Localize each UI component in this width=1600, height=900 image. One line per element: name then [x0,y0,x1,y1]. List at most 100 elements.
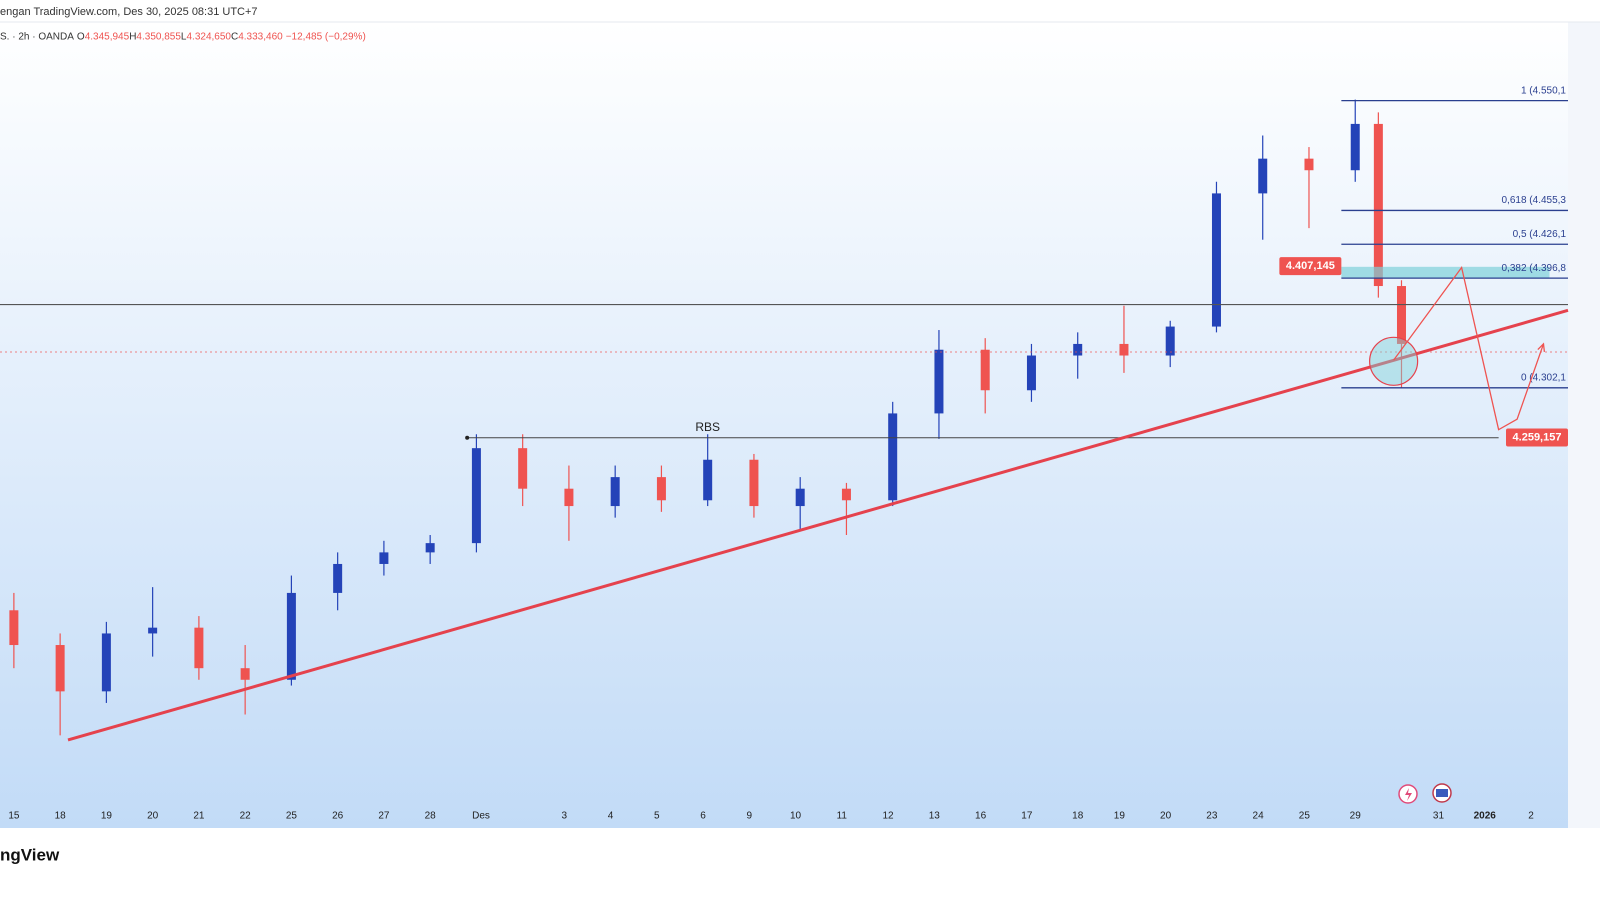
x-tick-label: 25 [286,811,298,822]
x-tick-label: 4 [608,811,614,822]
x-tick-label: 23 [1206,811,1218,822]
header-title: engan TradingView.com, Des 30, 2025 08:3… [0,6,258,18]
candle-body [1396,286,1406,344]
ohlc-key: C [231,32,238,43]
x-tick-label: 25 [1299,811,1311,822]
candle-body [1119,343,1129,356]
x-tick-label: 12 [883,811,895,822]
event-icon-glyph [1405,788,1412,801]
candle-body [286,592,296,680]
candle-body [1073,343,1083,356]
fib-label: 0,382 (4.396,8 [1502,263,1567,274]
candle-body [333,563,343,593]
candle-body [518,448,528,489]
x-tick-label: 13 [929,811,941,822]
ohlc-key: L [181,32,187,43]
candles [9,99,1406,736]
highlight-circle [1369,336,1419,386]
flag-icon-glyph [1436,789,1448,797]
x-tick-label: 19 [101,811,113,822]
x-tick-label: 15 [8,811,20,822]
event-icons [1398,783,1452,804]
x-tick-label: 18 [55,811,67,822]
candle-body [1304,158,1314,171]
candle-body [841,488,851,501]
fib-label: 1 (4.550,1 [1521,85,1566,96]
candle-body [471,448,481,544]
candle-body [1026,355,1036,391]
candle-body [240,668,250,680]
price-tag-label: 4.259,157 [1513,431,1562,443]
plot-background [0,22,1568,828]
x-tick-label: 22 [240,811,252,822]
price-tag [1506,428,1568,447]
x-tick-label: 2026 [1474,811,1497,822]
x-tick-label: Des [472,811,490,822]
ohlc-value: 4.324,650 [186,32,231,43]
ohlc-key: O [77,32,85,43]
candle-body [379,552,389,564]
candle-body [656,477,666,501]
x-tick-label: 24 [1253,811,1265,822]
candle-body [1350,123,1360,171]
x-tick-label: 31 [1433,811,1445,822]
projection-arrowhead [1537,342,1546,352]
fib-label: 0 (4.302,1 [1521,372,1566,383]
x-tick-label: 18 [1072,811,1084,822]
candle-body [1258,158,1268,194]
rbs-anchor [465,435,470,440]
x-tick-label: 10 [790,811,802,822]
x-tick-label: 19 [1114,811,1126,822]
x-tick-label: 21 [193,811,205,822]
x-tick-label: 17 [1021,811,1033,822]
symbol-label: S. · 2h · OANDA [0,32,74,43]
price-tag [1279,257,1342,276]
x-tick-label: 16 [975,811,987,822]
x-tick-label: 20 [1160,811,1172,822]
candle-body [1211,193,1221,327]
price-scale-strip [1568,22,1600,828]
x-tick-label: 29 [1350,811,1362,822]
x-tick-label: 20 [147,811,159,822]
ohlc-value: 4.333,460 [238,32,283,43]
candle-body [980,349,990,391]
x-tick-label: 9 [747,811,753,822]
candle-body [795,488,805,507]
fib-label: 0,618 (4.455,3 [1502,195,1567,206]
x-tick-label: 28 [425,811,437,822]
rbs-label: RBS [695,420,720,434]
candle-body [703,459,713,501]
projection-path [1393,265,1545,431]
ohlc-value: 4.350,855 [136,32,181,43]
drawings: RBS 1 (4.550,1 0,618 (4.455,3 0,5 (4.426,1 0… [0,85,1569,742]
candle-body [1373,123,1383,287]
fib-label: 0,5 (4.426,1 [1513,229,1567,240]
x-tick-label: 2 [1528,811,1534,822]
candle-body [425,543,435,553]
x-tick-label: 6 [700,811,706,822]
footer-logo: ngView [0,845,60,864]
candle-body [9,610,19,646]
candle-body [564,488,574,507]
change-label: −12,485 (−0,29%) [286,32,366,43]
price-tag-label: 4.407,145 [1286,260,1335,272]
x-tick-label: 3 [562,811,568,822]
candle-body [194,627,204,669]
x-tick-label: 27 [378,811,390,822]
candle-body [148,627,158,634]
x-tick-label: 11 [837,811,848,822]
candle-body [55,645,65,692]
candle-body [101,633,111,692]
candle-body [749,459,759,507]
ohlc-value: 4.345,945 [85,32,130,43]
zone [1341,266,1550,279]
candle-body [610,477,620,507]
candle-body [888,413,898,501]
candle-body [1165,326,1175,356]
trendline [67,308,1569,742]
x-tick-label: 26 [332,811,344,822]
ohlc-key: H [129,32,136,43]
x-tick-label: 5 [654,811,660,822]
